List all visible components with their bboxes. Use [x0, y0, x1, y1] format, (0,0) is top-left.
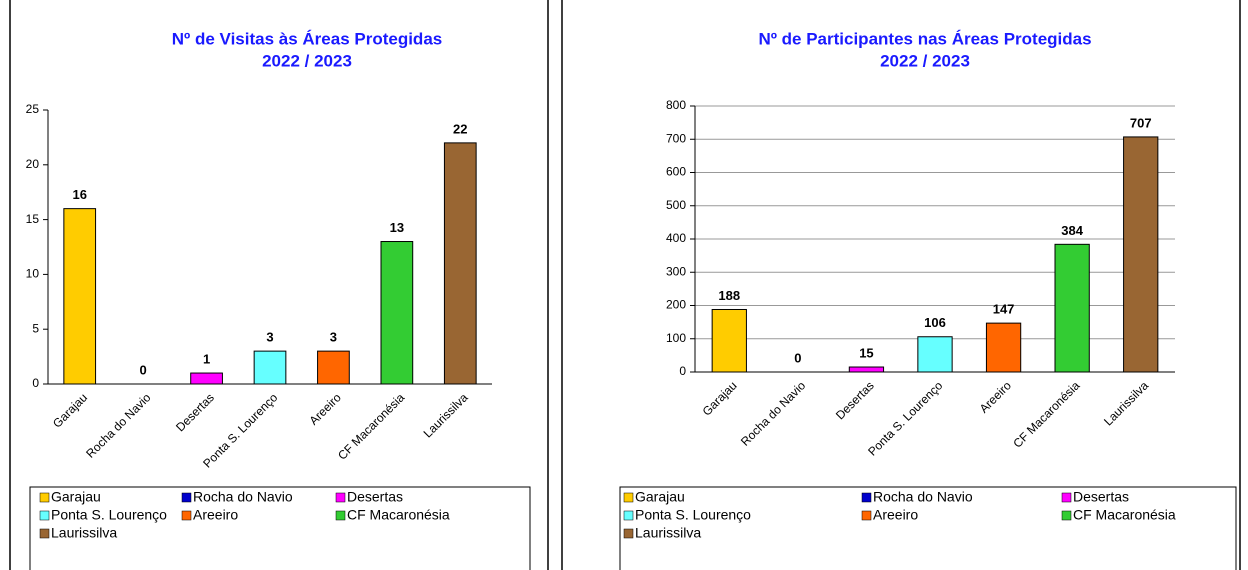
legend-box — [29, 486, 531, 570]
legend-swatch — [181, 510, 192, 521]
chart-title: Nº de Visitas às Áreas Protegidas — [172, 29, 442, 48]
y-tick-label: 25 — [26, 102, 40, 116]
legend-label: Areeiro — [193, 507, 238, 523]
value-label: 1 — [203, 351, 210, 366]
legend-swatch — [181, 492, 192, 503]
legend-label: Garajau — [635, 489, 685, 505]
bar — [253, 350, 287, 385]
legend-label: CF Macaronésia — [347, 507, 450, 523]
x-tick-label: Rocha do Navio — [738, 378, 809, 449]
bar — [63, 208, 97, 385]
value-label: 15 — [859, 345, 873, 360]
bar — [711, 308, 747, 373]
x-tick-label: Garajau — [700, 378, 740, 418]
legend-label: Rocha do Navio — [873, 489, 973, 505]
legend-swatch — [861, 492, 872, 503]
legend-swatch — [861, 510, 872, 521]
bar — [917, 336, 953, 373]
legend-swatch — [39, 492, 50, 503]
y-tick-label: 200 — [666, 298, 686, 312]
bar — [848, 366, 885, 373]
value-label: 147 — [993, 302, 1015, 317]
y-tick-label: 400 — [666, 231, 686, 245]
x-tick-label: Areeiro — [977, 378, 1014, 415]
value-label: 0 — [140, 362, 147, 377]
x-tick-label: Rocha do Navio — [83, 390, 154, 461]
x-tick-label: Ponta S. Lourenço — [865, 378, 945, 458]
y-tick-label: 500 — [666, 198, 686, 212]
y-tick-label: 700 — [666, 131, 686, 145]
legend-box — [619, 486, 1237, 570]
value-label: 707 — [1130, 115, 1152, 130]
y-tick-label: 300 — [666, 264, 686, 278]
legend-swatch — [39, 510, 50, 521]
x-tick-label: Desertas — [173, 390, 217, 434]
y-tick-label: 600 — [666, 165, 686, 179]
bar — [985, 322, 1022, 373]
chart-title: Nº de Participantes nas Áreas Protegidas — [758, 29, 1091, 48]
legend-label: Desertas — [347, 489, 403, 505]
y-tick-label: 15 — [26, 212, 40, 226]
legend-swatch — [1061, 510, 1072, 521]
legend-label: Rocha do Navio — [193, 489, 293, 505]
value-label: 0 — [794, 350, 801, 365]
legend-label: CF Macaronésia — [1073, 507, 1176, 523]
y-tick-label: 800 — [666, 98, 686, 112]
legend-swatch — [623, 510, 634, 521]
y-tick-label: 5 — [32, 321, 39, 335]
chart-subtitle: 2022 / 2023 — [880, 51, 970, 70]
x-tick-label: Areeiro — [307, 390, 344, 427]
legend-swatch — [335, 492, 346, 503]
value-label: 3 — [330, 330, 337, 345]
legend-label: Ponta S. Lourenço — [51, 507, 167, 523]
value-label: 22 — [453, 121, 467, 136]
x-tick-label: Desertas — [833, 378, 877, 422]
legend-label: Laurissilva — [51, 525, 117, 541]
chart-subtitle: 2022 / 2023 — [262, 51, 352, 70]
value-label: 188 — [718, 288, 740, 303]
bar — [1054, 243, 1090, 373]
value-label: 106 — [924, 315, 946, 330]
bar — [1123, 136, 1159, 373]
legend-label: Areeiro — [873, 507, 918, 523]
bar — [443, 142, 477, 385]
legend-label: Laurissilva — [635, 525, 701, 541]
y-tick-label: 20 — [26, 157, 40, 171]
bar — [380, 241, 414, 385]
y-tick-label: 0 — [679, 364, 686, 378]
legend-label: Garajau — [51, 489, 101, 505]
bar — [317, 350, 350, 385]
value-label: 384 — [1061, 223, 1083, 238]
bar — [190, 372, 223, 385]
legend-swatch — [39, 528, 50, 539]
x-tick-label: CF Macaronésia — [1010, 378, 1082, 450]
value-label: 16 — [72, 187, 86, 202]
legend-swatch — [623, 492, 634, 503]
x-tick-label: Laurissilva — [421, 390, 471, 440]
legend-swatch — [335, 510, 346, 521]
x-tick-label: Laurissilva — [1101, 378, 1151, 428]
x-tick-label: CF Macaronésia — [335, 390, 407, 462]
legend-swatch — [1061, 492, 1072, 503]
x-tick-label: Garajau — [50, 390, 90, 430]
legend-swatch — [623, 528, 634, 539]
value-label: 13 — [390, 220, 404, 235]
value-label: 3 — [266, 330, 273, 345]
legend-label: Ponta S. Lourenço — [635, 507, 751, 523]
legend-label: Desertas — [1073, 489, 1129, 505]
y-tick-label: 10 — [26, 267, 40, 281]
y-tick-label: 100 — [666, 331, 686, 345]
y-tick-label: 0 — [32, 376, 39, 390]
